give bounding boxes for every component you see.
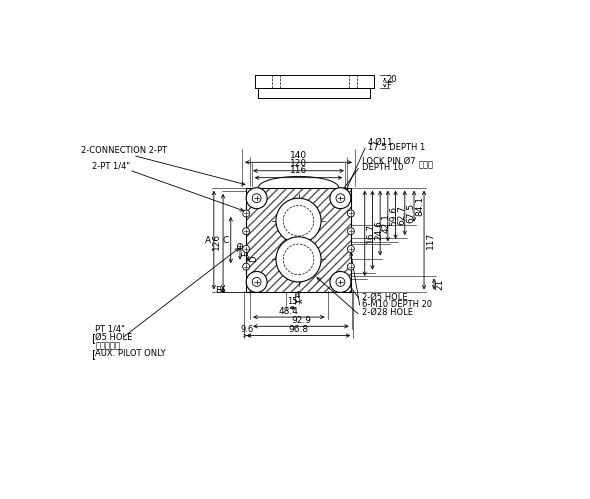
Circle shape	[348, 210, 355, 217]
Text: 67.5: 67.5	[407, 203, 415, 223]
Text: 42.1: 42.1	[382, 213, 391, 233]
Circle shape	[242, 246, 250, 252]
Text: 2-CONNECTION 2-PT: 2-CONNECTION 2-PT	[81, 146, 168, 155]
Text: 24.6: 24.6	[374, 220, 383, 240]
Circle shape	[246, 188, 267, 209]
Text: 96.8: 96.8	[289, 325, 309, 334]
Text: 62.7: 62.7	[397, 205, 406, 225]
Bar	[246, 188, 351, 292]
Circle shape	[276, 237, 321, 282]
Circle shape	[330, 188, 351, 209]
Text: 輔助引導孔: 輔助引導孔	[95, 341, 120, 350]
Circle shape	[348, 263, 355, 270]
Text: 9.6: 9.6	[240, 325, 254, 334]
Text: Ø5 HOLE: Ø5 HOLE	[95, 333, 133, 342]
Text: 140: 140	[290, 151, 307, 160]
Text: 116: 116	[290, 166, 307, 175]
Text: 16.7: 16.7	[366, 223, 375, 244]
Circle shape	[242, 210, 250, 217]
Text: 21: 21	[435, 278, 445, 289]
Text: 117: 117	[425, 232, 435, 249]
Text: 84.1: 84.1	[415, 196, 425, 216]
Text: AUX. PILOT ONLY: AUX. PILOT ONLY	[95, 349, 166, 358]
Circle shape	[348, 228, 355, 235]
Circle shape	[242, 228, 250, 235]
Text: A: A	[205, 236, 211, 245]
Text: 20: 20	[386, 75, 397, 84]
Text: 15: 15	[287, 297, 298, 306]
Circle shape	[276, 198, 321, 244]
Text: 17.5 DEPTH 1: 17.5 DEPTH 1	[368, 143, 425, 152]
Text: 4-Ø11: 4-Ø11	[368, 138, 393, 147]
Text: 2-Ø28 HOLE: 2-Ø28 HOLE	[362, 308, 412, 317]
Text: DEPTH 10: DEPTH 10	[362, 163, 403, 172]
Text: 6-M10 DEPTH 20: 6-M10 DEPTH 20	[362, 300, 432, 309]
Text: D: D	[249, 255, 258, 262]
Text: E: E	[241, 250, 251, 256]
Text: 4: 4	[294, 291, 300, 300]
Text: 120: 120	[290, 160, 307, 169]
Circle shape	[330, 271, 351, 292]
Text: 固定稍: 固定稍	[419, 160, 434, 169]
Text: 92.9: 92.9	[291, 316, 311, 325]
Bar	[246, 188, 351, 292]
Text: F: F	[386, 81, 391, 90]
Text: 126: 126	[212, 233, 221, 250]
Text: G: G	[250, 192, 257, 201]
Text: 2-PT 1/4": 2-PT 1/4"	[92, 162, 130, 171]
Text: PT 1/4": PT 1/4"	[95, 325, 125, 334]
Text: B: B	[215, 286, 221, 295]
Text: C: C	[223, 236, 230, 245]
Text: 2-Ø5 HOLE: 2-Ø5 HOLE	[362, 292, 407, 302]
Text: 48.4: 48.4	[279, 306, 299, 315]
Circle shape	[246, 271, 267, 292]
Circle shape	[348, 246, 355, 252]
Circle shape	[242, 263, 250, 270]
Text: LOCK PIN Ø7: LOCK PIN Ø7	[362, 156, 415, 165]
Text: 59.6: 59.6	[389, 206, 398, 226]
